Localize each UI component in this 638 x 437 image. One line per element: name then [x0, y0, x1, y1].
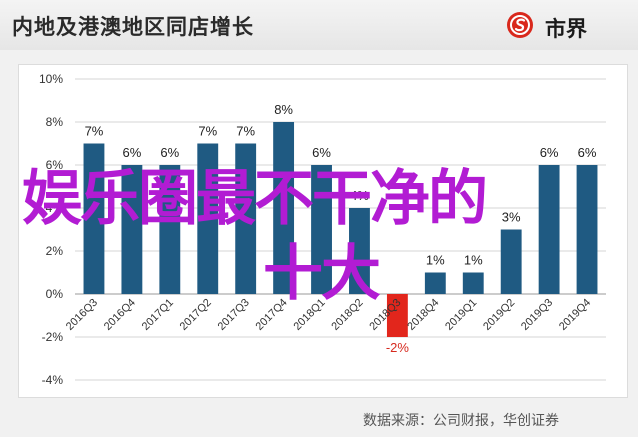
- coin-s-icon: [507, 12, 533, 38]
- data-label: 6%: [312, 145, 331, 160]
- data-label: -2%: [386, 340, 410, 355]
- x-tick-label: 2019Q4: [557, 297, 593, 333]
- y-axis-ticks: -4% -2% 0% 2% 4% 6% 8% 10%: [39, 72, 63, 387]
- bar: [159, 165, 181, 294]
- x-tick-label: 2018Q2: [329, 297, 365, 333]
- bar: [576, 165, 598, 294]
- brand-logo: 市界: [505, 10, 623, 41]
- bar: [386, 294, 408, 337]
- y-tick-label: 10%: [39, 72, 63, 86]
- source-note: 数据来源：公司财报，华创证券: [363, 412, 559, 428]
- data-label: 7%: [198, 124, 217, 139]
- x-tick-label: 2016Q4: [102, 297, 138, 333]
- y-tick-label: 4%: [46, 201, 64, 215]
- bar: [349, 208, 370, 294]
- y-tick-label: 8%: [46, 115, 64, 129]
- x-tick-label: 2016Q3: [64, 297, 100, 333]
- data-label: 7%: [85, 124, 104, 139]
- x-tick-label: 2017Q1: [140, 297, 176, 333]
- bar: [273, 122, 295, 294]
- x-tick-label: 2018Q4: [405, 297, 441, 333]
- x-tick-label: 2019Q3: [519, 297, 555, 333]
- y-tick-label: 0%: [46, 287, 64, 301]
- data-label: 8%: [274, 102, 293, 117]
- bar: [83, 143, 105, 294]
- data-label: 6%: [122, 145, 141, 160]
- x-tick-label: 2017Q2: [178, 297, 214, 333]
- bar: [197, 143, 219, 294]
- bar: [462, 272, 484, 294]
- bar: [538, 165, 560, 294]
- data-label: 6%: [160, 145, 179, 160]
- bar: [500, 229, 522, 294]
- data-label: 1%: [426, 253, 445, 268]
- y-tick-label: -4%: [42, 373, 64, 387]
- header-bar: 内地及港澳地区同店增长 市界: [0, 0, 638, 50]
- y-tick-label: 6%: [46, 158, 64, 172]
- gridlines: [75, 78, 606, 381]
- y-tick-label: 2%: [46, 244, 64, 258]
- data-label: 4%: [350, 188, 369, 203]
- bars: [83, 122, 598, 337]
- chart-title: 内地及港澳地区同店增长: [12, 16, 254, 39]
- x-tick-label: 2017Q4: [254, 297, 290, 333]
- bar: [311, 165, 332, 294]
- data-label: 3%: [502, 210, 521, 225]
- x-tick-label: 2019Q1: [443, 297, 479, 333]
- x-tick-label: 2019Q2: [481, 297, 517, 333]
- bar: [424, 272, 446, 294]
- bar: [121, 165, 143, 294]
- x-tick-label: 2017Q3: [216, 297, 252, 333]
- x-tick-label: 2018Q1: [291, 297, 327, 333]
- data-label: 1%: [464, 253, 483, 268]
- x-axis-ticks: 2016Q3 2016Q4 2017Q1 2017Q2 2017Q3 2017Q4 2018…: [64, 297, 593, 333]
- y-tick-label: -2%: [42, 330, 64, 344]
- data-label: 6%: [578, 145, 597, 160]
- data-label: 7%: [236, 124, 255, 139]
- bar: [235, 143, 257, 294]
- brand-logo-text: 市界: [545, 18, 587, 41]
- data-label: 6%: [540, 145, 559, 160]
- data-labels: 7% 6% 6% 7% 7% 8% 6% 4% -2% 1% 1% 3% 6% 6%: [85, 102, 597, 355]
